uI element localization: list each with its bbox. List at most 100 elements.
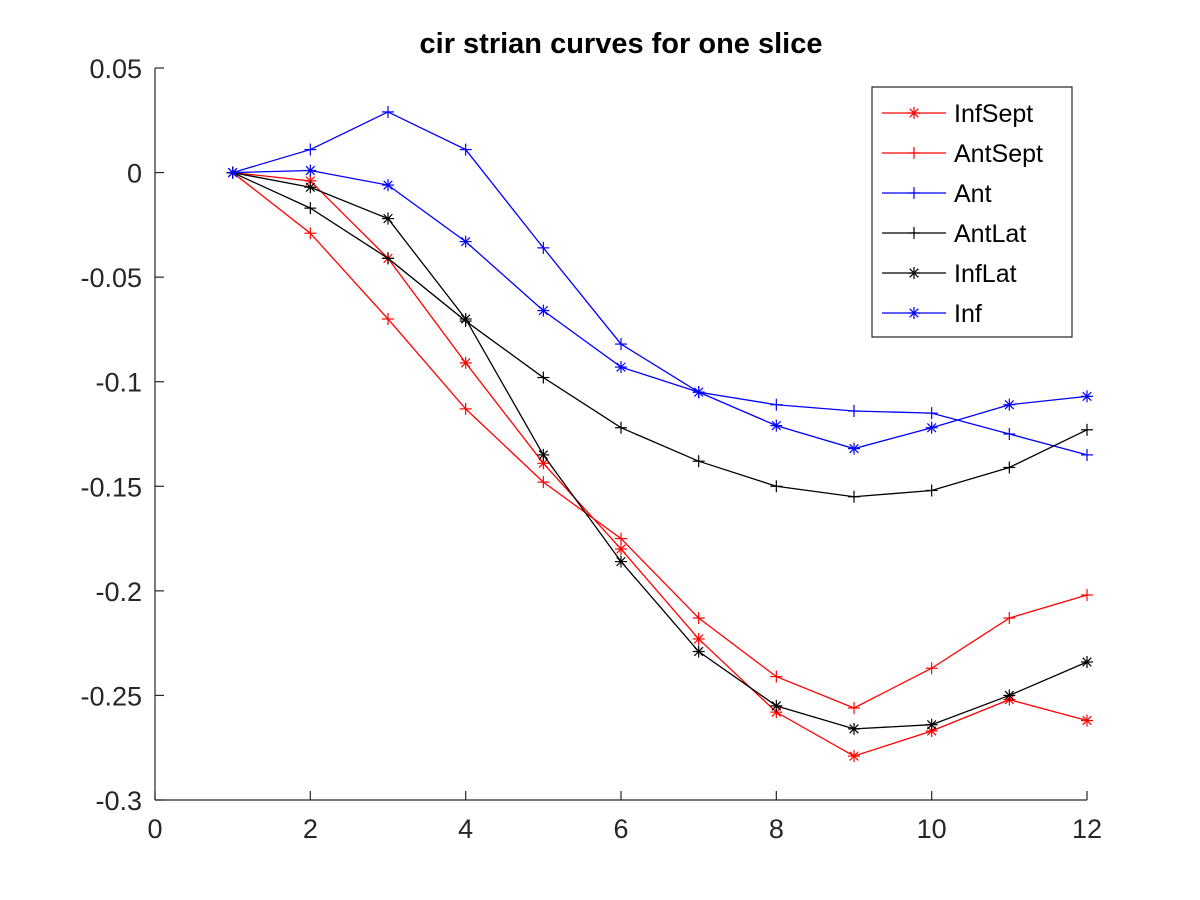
marker-stroke	[909, 268, 919, 278]
data-point-inf	[848, 442, 860, 455]
legend-item-antsept: AntSept	[882, 140, 1043, 168]
data-point-inf	[615, 361, 627, 374]
x-tick-label: 8	[769, 814, 784, 844]
data-point-antlat	[1081, 423, 1093, 436]
marker-stroke	[305, 165, 316, 176]
data-point-antlat	[304, 202, 317, 215]
data-point-ant	[615, 338, 627, 351]
y-tick-label: -0.05	[80, 263, 142, 293]
y-tick-label: 0	[127, 159, 142, 189]
legend-item-inf: Inf	[882, 300, 982, 328]
data-point-inflat	[692, 645, 705, 658]
marker-stroke	[538, 458, 549, 469]
marker-stroke	[693, 634, 704, 644]
legend-marker-antsept	[908, 147, 920, 159]
marker-stroke	[926, 719, 937, 730]
y-tick-label: 0.05	[89, 54, 142, 84]
marker-stroke	[616, 544, 626, 554]
data-point-inf	[226, 166, 239, 179]
data-point-inflat	[459, 312, 472, 325]
marker-stroke	[616, 362, 626, 372]
data-point-antsept	[770, 670, 783, 683]
data-point-antlat	[770, 480, 783, 493]
legend-item-inflat: InfLat	[882, 260, 1017, 288]
legend-marker-inflat	[908, 267, 920, 279]
series-inflat	[226, 166, 1093, 735]
data-point-inflat	[304, 181, 317, 194]
data-point-inflat	[382, 212, 394, 225]
x-tick-label: 6	[613, 814, 628, 844]
legend: InfSept AntSept Ant AntLat InfLat Inf	[871, 86, 1073, 338]
series-line-antlat	[232, 171, 1088, 498]
data-point-antsept	[925, 662, 938, 675]
data-point-antsept	[304, 227, 317, 240]
marker-stroke	[771, 420, 782, 431]
data-point-ant	[537, 241, 550, 254]
series-inf	[226, 164, 1093, 455]
x-tick-label: 12	[1072, 814, 1102, 844]
data-point-inf	[382, 179, 394, 192]
data-point-inf	[692, 386, 705, 399]
marker-stroke	[849, 443, 859, 454]
marker-stroke	[616, 556, 626, 567]
marker-stroke	[1082, 657, 1092, 667]
series-line-inf	[232, 169, 1088, 450]
data-point-antsept	[1003, 612, 1016, 625]
data-point-infsept	[848, 750, 860, 763]
marker-stroke	[909, 308, 919, 318]
marker-stroke	[849, 751, 859, 761]
x-tick-label: 2	[303, 814, 318, 844]
data-point-inflat	[925, 718, 938, 731]
legend-label-infsept: InfSept	[954, 100, 1033, 128]
legend-label-antlat: AntLat	[954, 220, 1026, 248]
data-point-inflat	[1081, 655, 1093, 668]
data-point-inf	[1081, 390, 1093, 403]
legend-marker-inf	[908, 307, 920, 319]
series-line-inflat	[232, 171, 1088, 730]
marker-stroke	[1082, 715, 1092, 726]
legend-label-inf: Inf	[954, 300, 982, 328]
data-point-antsept	[382, 312, 394, 325]
marker-stroke	[771, 701, 782, 711]
legend-label-inflat: InfLat	[954, 260, 1017, 288]
data-point-inf	[925, 421, 938, 434]
series-layer	[226, 105, 1093, 763]
marker-stroke	[460, 358, 471, 368]
y-tick-label: -0.15	[80, 472, 142, 502]
legend-item-antlat: AntLat	[882, 220, 1026, 248]
data-point-ant	[1003, 428, 1016, 440]
data-point-ant	[925, 407, 938, 420]
chart-title: cir strian curves for one slice	[420, 28, 823, 60]
y-tick-label: -0.2	[95, 577, 142, 607]
data-point-inf	[459, 235, 472, 248]
marker-stroke	[1082, 391, 1092, 402]
marker-stroke	[538, 450, 549, 460]
data-point-inflat	[537, 448, 550, 461]
data-point-inflat	[615, 555, 627, 568]
data-point-antsept	[1081, 589, 1093, 602]
data-point-inf	[537, 304, 550, 317]
data-point-antsept	[537, 476, 550, 489]
legend-label-ant: Ant	[954, 180, 992, 208]
data-point-inflat	[1003, 689, 1016, 702]
legend-label-antsept: AntSept	[954, 140, 1043, 168]
series-line-ant	[232, 111, 1088, 456]
legend-item-infsept: InfSept	[882, 100, 1033, 128]
marker-stroke	[849, 724, 859, 734]
data-point-infsept	[615, 543, 627, 556]
marker-stroke	[383, 213, 393, 224]
data-point-ant	[770, 398, 783, 411]
legend-marker-infsept	[908, 107, 920, 119]
data-point-inflat	[848, 722, 860, 735]
data-point-infsept	[459, 356, 472, 369]
marker-stroke	[909, 108, 919, 118]
series-line-antsept	[232, 172, 1088, 709]
legend-marker-antlat	[908, 227, 920, 239]
marker-stroke	[227, 167, 238, 178]
data-point-ant	[1081, 448, 1093, 461]
legend-box	[871, 86, 1073, 338]
series-line-infsept	[232, 171, 1088, 757]
data-point-antlat	[925, 484, 938, 497]
data-point-inf	[1003, 398, 1016, 411]
data-point-antsept	[692, 612, 705, 625]
